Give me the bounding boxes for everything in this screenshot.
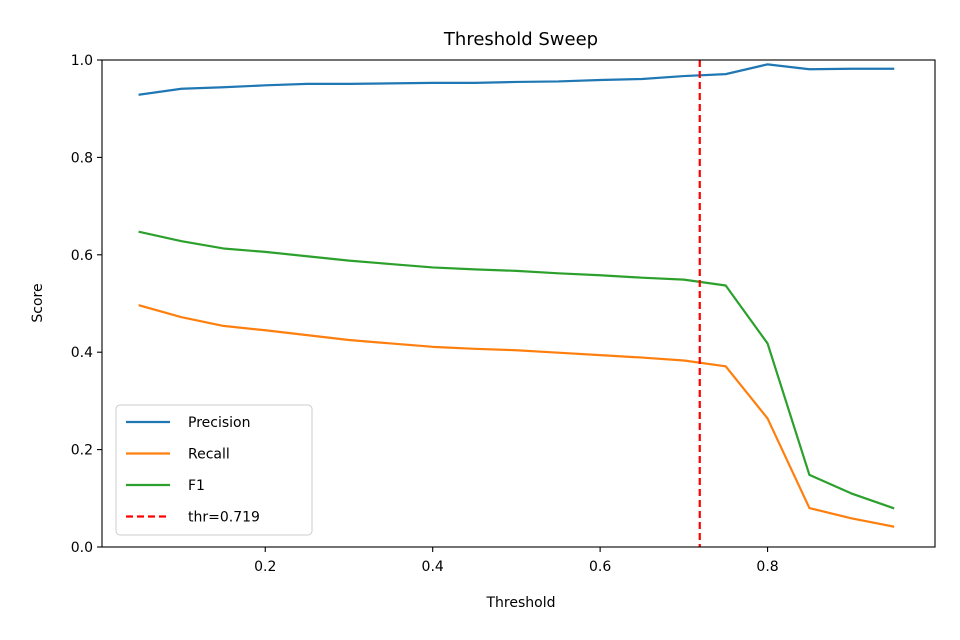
x-tick-label: 0.2 xyxy=(254,559,276,575)
y-tick-label: 0.0 xyxy=(71,540,93,556)
legend: Precision Recall F1 thr=0.719 xyxy=(115,404,313,536)
x-tick-label: 0.6 xyxy=(589,559,611,575)
y-axis-label: Score xyxy=(30,283,46,322)
legend-label-f1: F1 xyxy=(188,478,205,494)
plot-area xyxy=(138,60,895,547)
series-line-precision xyxy=(138,63,895,96)
x-tick-label: 0.8 xyxy=(756,559,778,575)
series-line-f1 xyxy=(138,230,895,510)
axes-frame xyxy=(101,59,936,548)
axes: 0.2 0.4 0.6 0.8 0.0 0.2 0.4 0.6 0.8 1.0 xyxy=(71,53,936,575)
chart-title: Threshold Sweep xyxy=(443,29,598,50)
legend-label-threshold: thr=0.719 xyxy=(188,510,260,526)
x-axis-label: Threshold xyxy=(486,595,556,611)
x-tick-label: 0.4 xyxy=(422,559,444,575)
series-line-recall xyxy=(138,304,895,528)
legend-box xyxy=(115,404,313,536)
y-tick-label: 0.4 xyxy=(71,345,93,361)
y-tick-label: 1.0 xyxy=(71,53,93,69)
y-tick-label: 0.8 xyxy=(71,150,93,166)
y-tick-label: 0.6 xyxy=(71,248,93,264)
legend-label-recall: Recall xyxy=(188,447,230,463)
legend-label-precision: Precision xyxy=(188,415,250,431)
y-tick-label: 0.2 xyxy=(71,443,93,459)
